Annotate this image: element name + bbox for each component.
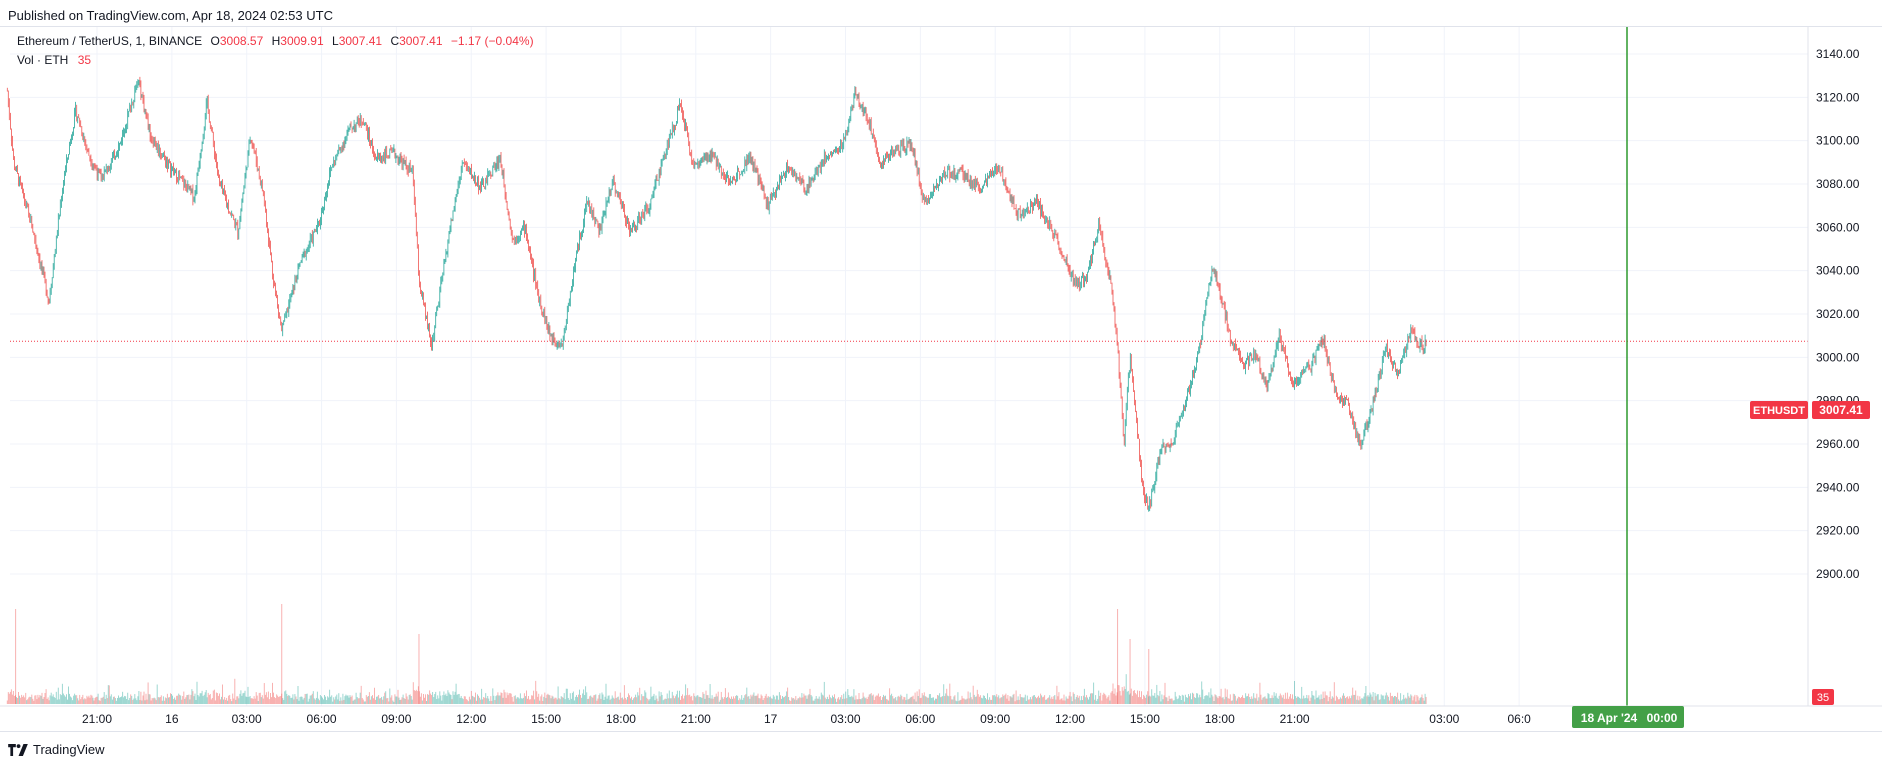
x-tick-label: 09:00 — [381, 712, 411, 726]
y-tick-label: 3140.00 — [1816, 47, 1860, 61]
x-tick-label: 15:00 — [1130, 712, 1160, 726]
legend-c-label: C — [390, 34, 400, 48]
footer-brand-text: TradingView — [33, 742, 105, 757]
x-tick-label: 21:00 — [82, 712, 112, 726]
legend-l-label: L — [332, 34, 339, 48]
volume-bars — [6, 604, 1427, 704]
x-tick-label: 16 — [165, 712, 179, 726]
legend-symbol[interactable]: Ethereum / TetherUS, 1, BINANCE — [17, 34, 203, 48]
legend-h-label: H — [271, 34, 281, 48]
last-price-badge: ETHUSDT 3007.41 — [1750, 401, 1870, 419]
x-tick-label: 18:00 — [1205, 712, 1235, 726]
crosshair-time: 00:00 — [1647, 711, 1678, 725]
y-tick-label: 2900.00 — [1816, 567, 1860, 581]
legend-change: −1.17 (−0.04%) — [450, 34, 534, 48]
x-tick-label: 06:00 — [307, 712, 337, 726]
volume-badge-text: 35 — [1817, 692, 1829, 704]
y-tick-label: 3060.00 — [1816, 220, 1860, 234]
y-tick-label: 2960.00 — [1816, 437, 1860, 451]
price-axis: 3140.00 3120.00 3100.00 3080.00 3060.00 3040.… — [1816, 47, 1860, 581]
legend-vol-value: 35 — [77, 53, 92, 67]
volume-badge: 35 — [1812, 689, 1834, 705]
chart-frame — [0, 26, 1882, 732]
x-tick-label: 09:00 — [980, 712, 1010, 726]
x-tick-label: 06:00 — [905, 712, 935, 726]
legend-open: 3008.57 — [219, 34, 264, 48]
x-tick-label: 21:00 — [1280, 712, 1310, 726]
crosshair-date: 18 Apr '24 — [1581, 711, 1638, 725]
crosshair-time-label: 18 Apr '24 00:00 — [1572, 706, 1684, 728]
legend-o-label: O — [210, 34, 220, 48]
tradingview-logo-icon — [8, 743, 28, 756]
x-tick-label: 12:00 — [1055, 712, 1085, 726]
candles — [6, 76, 1427, 512]
x-tick-label: 12:00 — [456, 712, 486, 726]
y-tick-label: 3040.00 — [1816, 264, 1860, 278]
time-axis: 21:00 16 03:00 06:00 09:00 12:00 15:00 18:00 21:… — [82, 712, 1531, 726]
y-tick-label: 3080.00 — [1816, 177, 1860, 191]
x-tick-label: 03:00 — [232, 712, 262, 726]
x-tick-label: 06:0 — [1507, 712, 1531, 726]
legend-low: 3007.41 — [338, 34, 383, 48]
legend-vol-label[interactable]: Vol · ETH — [17, 53, 69, 67]
published-header: Published on TradingView.com, Apr 18, 20… — [8, 8, 333, 23]
x-tick-label: 17 — [764, 712, 778, 726]
legend-volume: Vol · ETH 35 — [17, 53, 91, 67]
y-tick-label: 2920.00 — [1816, 524, 1860, 538]
legend-high: 3009.91 — [280, 34, 324, 48]
x-tick-label: 03:00 — [1429, 712, 1459, 726]
x-tick-label: 18:00 — [606, 712, 636, 726]
footer-brand[interactable]: TradingView — [8, 742, 105, 757]
y-tick-label: 3100.00 — [1816, 134, 1860, 148]
legend-close: 3007.41 — [399, 34, 443, 48]
y-tick-label: 3120.00 — [1816, 90, 1860, 104]
grid-lines — [10, 27, 1808, 706]
x-tick-label: 15:00 — [531, 712, 561, 726]
y-tick-label: 3020.00 — [1816, 307, 1860, 321]
x-tick-label: 21:00 — [681, 712, 711, 726]
y-tick-label: 3000.00 — [1816, 350, 1860, 364]
legend-ohlc: Ethereum / TetherUS, 1, BINANCE O3008.57… — [17, 34, 534, 48]
badge-price: 3007.41 — [1819, 403, 1863, 417]
x-tick-label: 03:00 — [830, 712, 860, 726]
y-tick-label: 2940.00 — [1816, 480, 1860, 494]
badge-symbol: ETHUSDT — [1753, 405, 1805, 417]
